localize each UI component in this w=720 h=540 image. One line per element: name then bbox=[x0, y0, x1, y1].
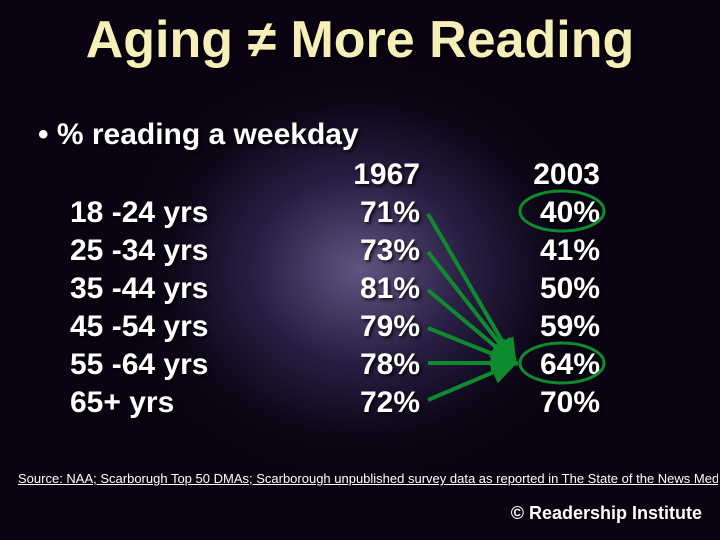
row-1967: 81% bbox=[290, 272, 420, 306]
row-1967: 78% bbox=[290, 348, 420, 382]
row-2003: 70% bbox=[420, 386, 600, 420]
table-row: 65+ yrs 72% 70% bbox=[70, 384, 670, 422]
row-2003: 41% bbox=[420, 234, 600, 268]
header-2003: 2003 bbox=[420, 158, 600, 192]
slide: Aging ≠ More Reading • % reading a weekd… bbox=[0, 0, 720, 540]
bullet-line: • % reading a weekday bbox=[38, 118, 359, 152]
slide-title: Aging ≠ More Reading bbox=[0, 10, 720, 70]
row-2003: 64% bbox=[420, 348, 600, 382]
table-row: 45 -54 yrs 79% 59% bbox=[70, 308, 670, 346]
row-1967: 72% bbox=[290, 386, 420, 420]
table-row: 55 -64 yrs 78% 64% bbox=[70, 346, 670, 384]
table-header-row: 1967 2003 bbox=[70, 156, 670, 194]
row-2003: 40% bbox=[420, 196, 600, 230]
data-table: 1967 2003 18 -24 yrs 71% 40% 25 -34 yrs … bbox=[70, 156, 670, 422]
table-row: 35 -44 yrs 81% 50% bbox=[70, 270, 670, 308]
copyright-line: © Readership Institute bbox=[511, 503, 702, 524]
table-row: 25 -34 yrs 73% 41% bbox=[70, 232, 670, 270]
row-2003: 59% bbox=[420, 310, 600, 344]
table-row: 18 -24 yrs 71% 40% bbox=[70, 194, 670, 232]
header-1967: 1967 bbox=[290, 158, 420, 192]
row-label: 18 -24 yrs bbox=[70, 196, 290, 230]
row-label: 55 -64 yrs bbox=[70, 348, 290, 382]
source-line: Source: NAA; Scarborugh Top 50 DMAs; Sca… bbox=[18, 471, 718, 486]
row-label: 45 -54 yrs bbox=[70, 310, 290, 344]
row-1967: 73% bbox=[290, 234, 420, 268]
row-2003: 50% bbox=[420, 272, 600, 306]
row-label: 65+ yrs bbox=[70, 386, 290, 420]
row-label: 35 -44 yrs bbox=[70, 272, 290, 306]
row-label: 25 -34 yrs bbox=[70, 234, 290, 268]
row-1967: 79% bbox=[290, 310, 420, 344]
row-1967: 71% bbox=[290, 196, 420, 230]
